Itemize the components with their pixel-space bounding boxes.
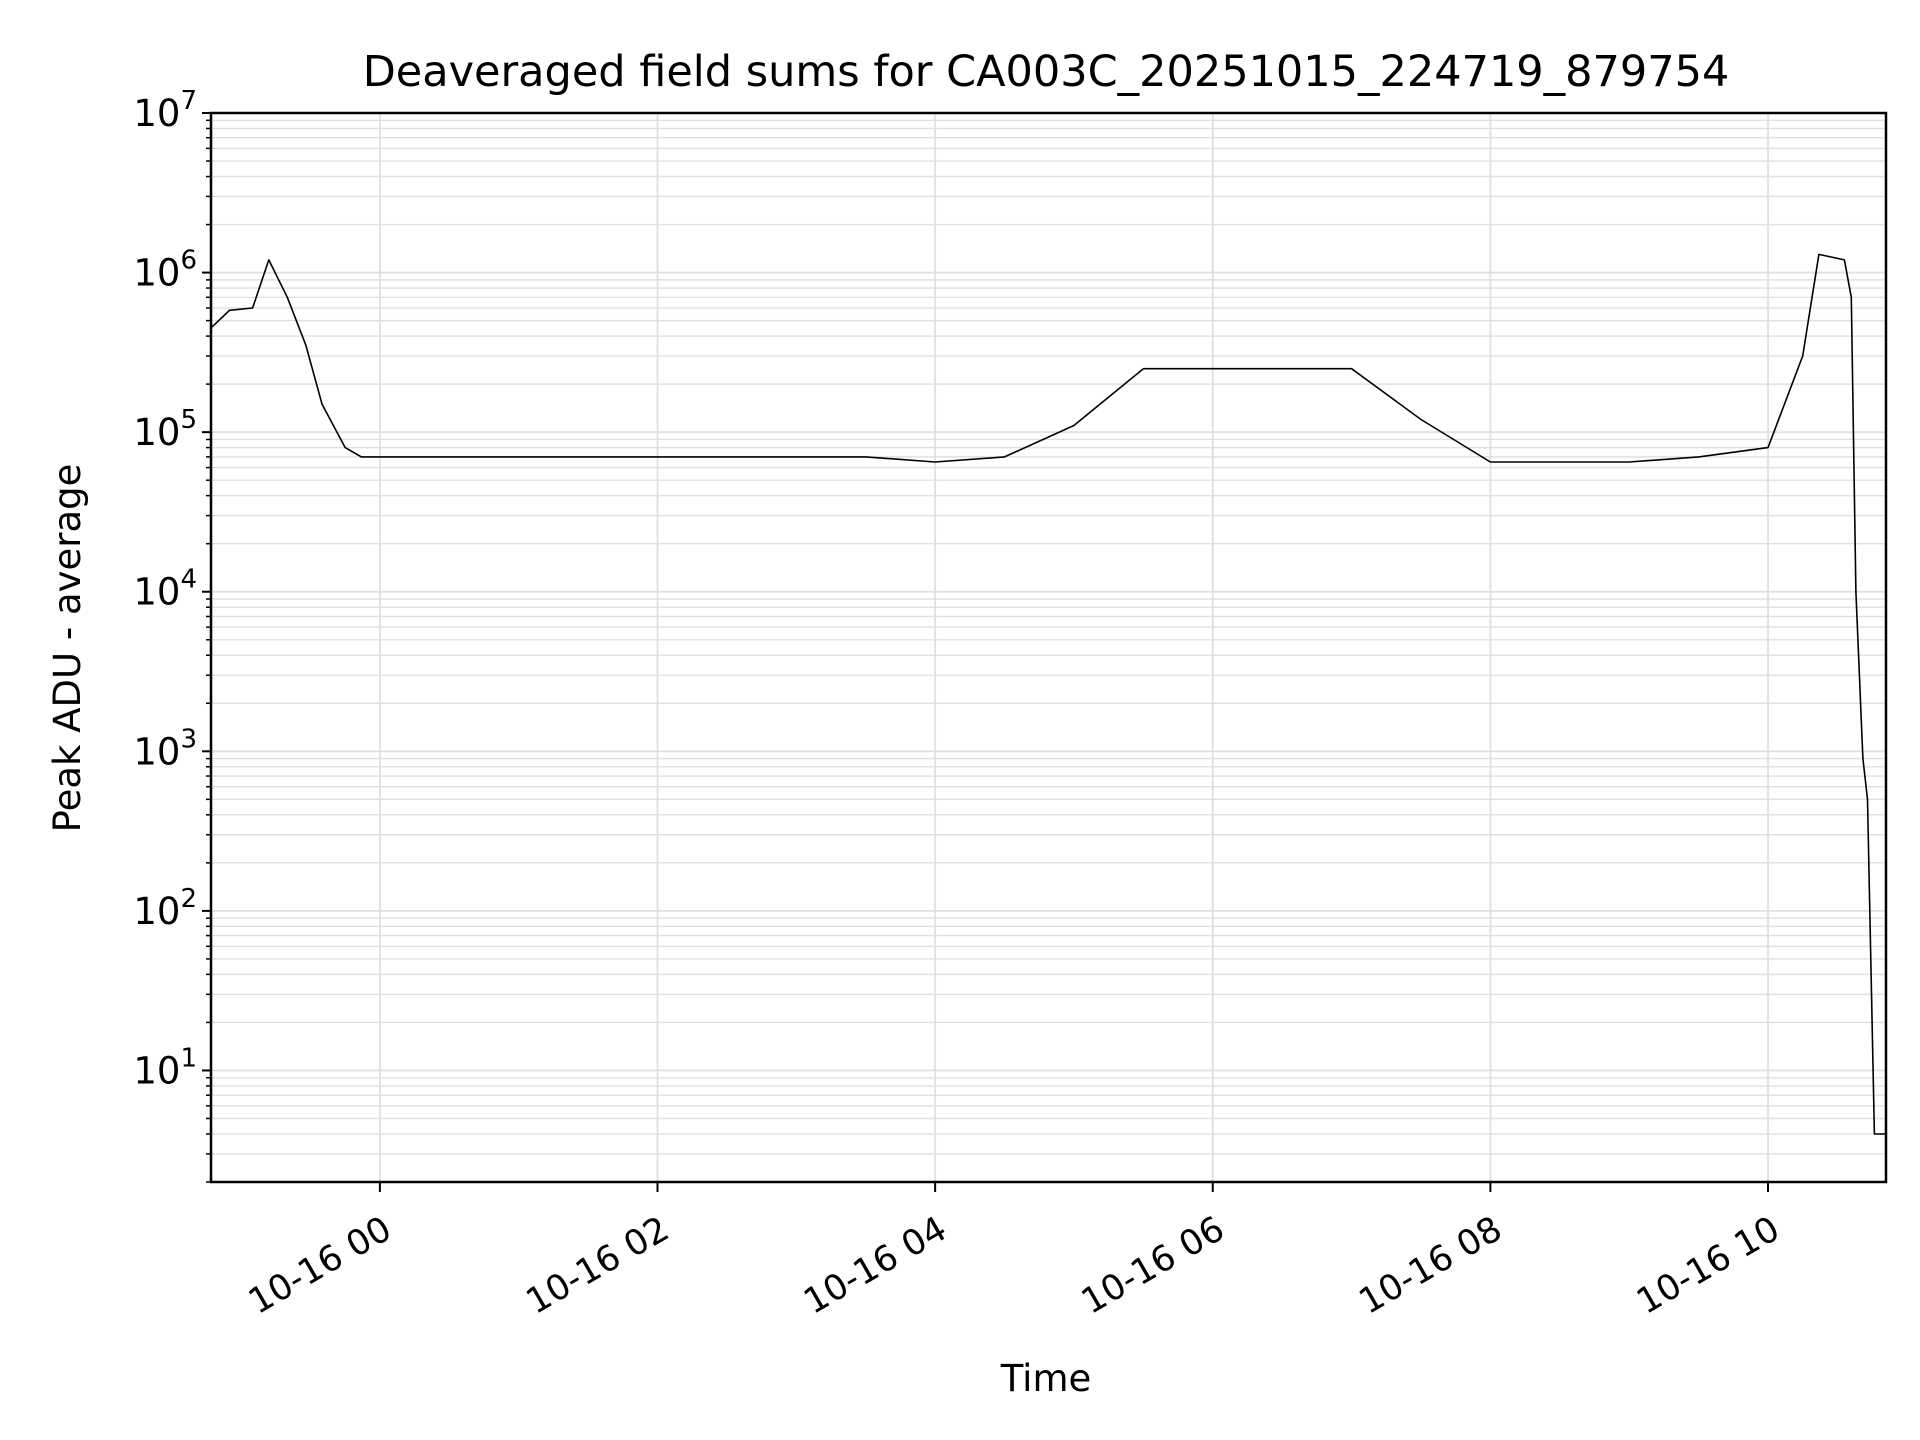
- chart-title: Deaveraged field sums for CA003C_2025101…: [363, 47, 1730, 97]
- y-axis-label: Peak ADU - average: [46, 464, 89, 833]
- series-line: [210, 253, 1886, 1135]
- plot-frame: [209, 111, 1888, 1184]
- grid-lines: [211, 113, 1886, 1183]
- x-axis-label: Time: [1000, 1357, 1092, 1400]
- y-tick-label: 104: [133, 565, 197, 614]
- y-tick-label: 107: [133, 86, 197, 135]
- y-tick-label: 101: [133, 1043, 197, 1092]
- y-tick-label: 103: [133, 724, 197, 773]
- y-tick-label: 105: [133, 405, 197, 454]
- y-tick-label: 106: [133, 246, 197, 295]
- series-lines: [210, 253, 1886, 1135]
- y-axis-ticks: 101 102 103 104 105 106 107: [133, 86, 211, 1183]
- y-tick-label: 102: [133, 884, 197, 933]
